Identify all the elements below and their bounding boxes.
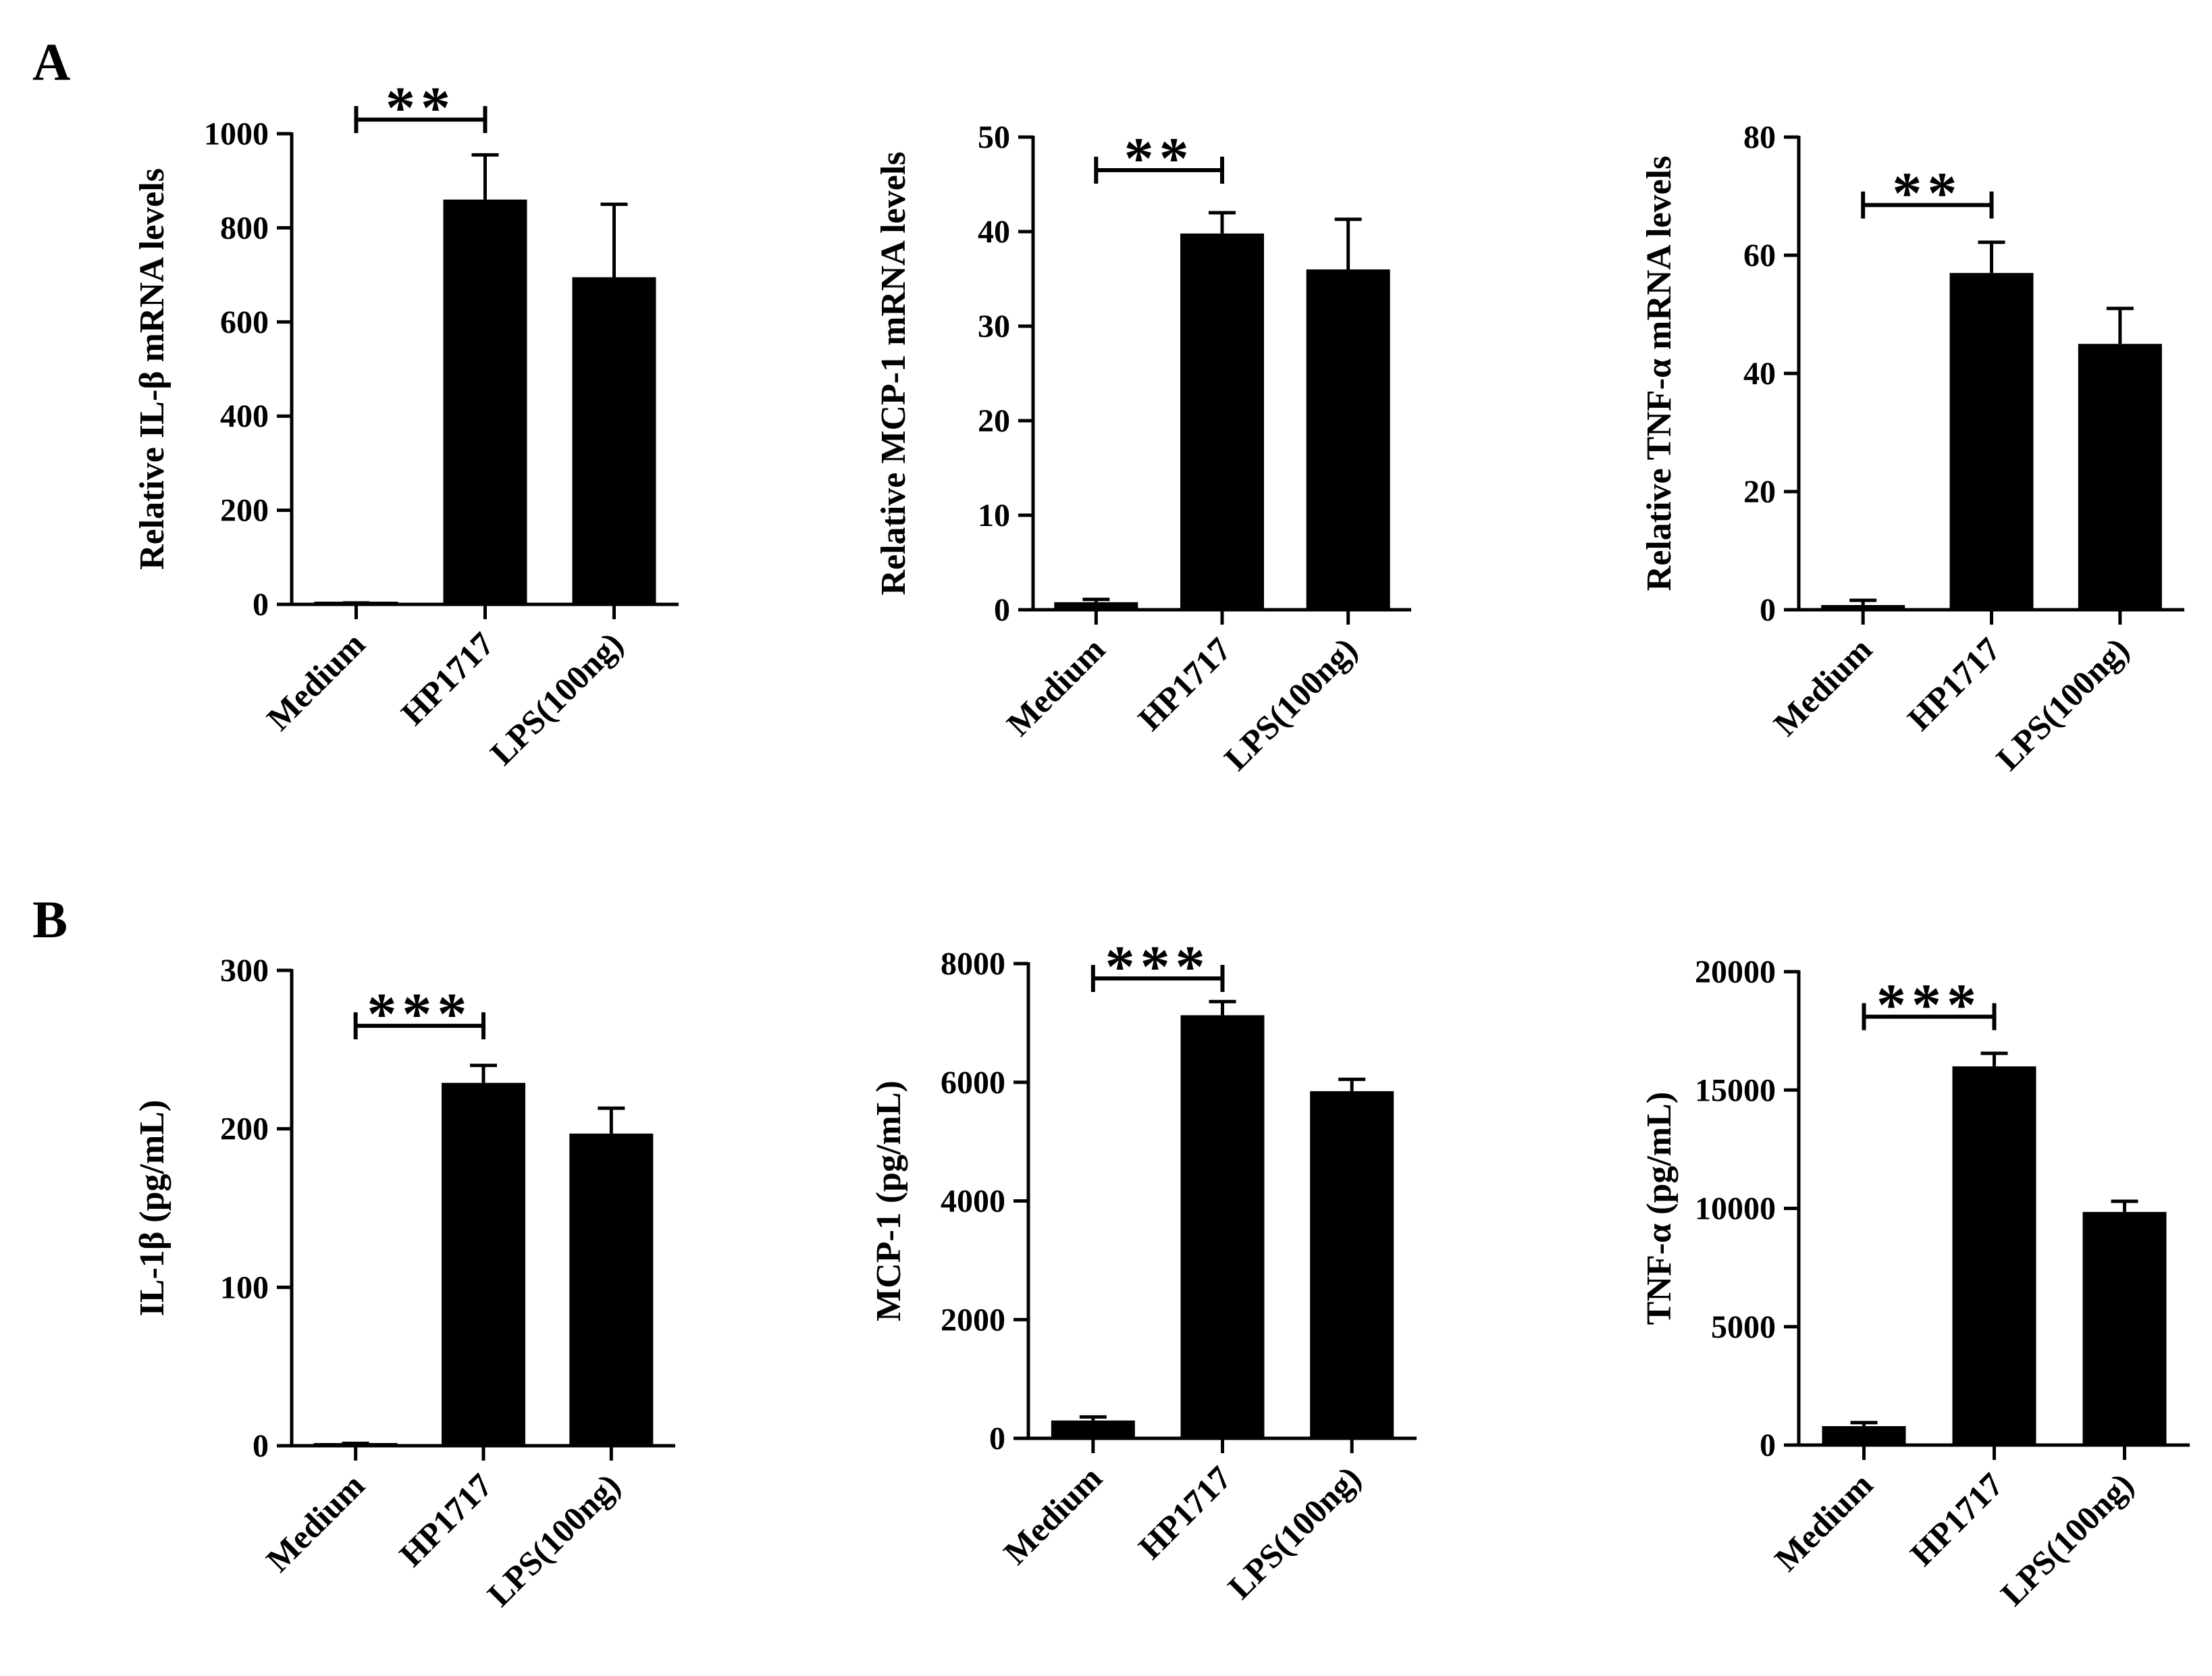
x-category-label: Medium bbox=[1767, 1465, 1880, 1578]
bar-hp1717 bbox=[1180, 1015, 1265, 1438]
y-tick-label: 800 bbox=[220, 210, 269, 246]
chart-a1: 0 200 400 600 800 1000 Relative IL-β mRNA leve… bbox=[133, 76, 679, 772]
significance-stars: ** bbox=[1124, 126, 1194, 192]
y-tick-label: 50 bbox=[978, 120, 1010, 155]
y-tick-label: 200 bbox=[220, 493, 269, 529]
y-tick-label: 8000 bbox=[941, 946, 1005, 982]
y-tick-label: 6000 bbox=[941, 1065, 1005, 1101]
chart-b1: 0 100 200 300 IL-1β (pg/mL) Medium HP1717LPS(1… bbox=[133, 953, 675, 1614]
significance-stars: ** bbox=[1892, 161, 1962, 227]
bar-medium bbox=[1821, 605, 1905, 610]
x-category-label: HP1717 bbox=[1900, 630, 2007, 737]
y-tick-label: 20 bbox=[978, 403, 1010, 439]
y-tick-label: 30 bbox=[978, 309, 1010, 344]
y-tick-label: 60 bbox=[1743, 238, 1776, 273]
significance-stars: ** bbox=[386, 76, 456, 141]
y-tick-label: 0 bbox=[994, 592, 1010, 628]
x-category-label: Medium bbox=[259, 1466, 371, 1579]
y-tick-label: 15000 bbox=[1695, 1072, 1776, 1108]
x-category-label: Medium bbox=[996, 1459, 1109, 1571]
y-tick-label: 0 bbox=[1760, 1428, 1776, 1463]
y-tick-label: 80 bbox=[1743, 120, 1776, 155]
x-category-label: LPS(100ng) bbox=[483, 625, 630, 772]
y-tick-label: 40 bbox=[1743, 356, 1776, 392]
y-tick-label: 20 bbox=[1743, 474, 1776, 510]
x-category-label: Medium bbox=[999, 630, 1112, 743]
bar-hp1717 bbox=[1952, 1066, 2036, 1445]
chart-b2: 0 2000 4000 6000 8000 MCP-1 (pg/mL) Medium HP17… bbox=[870, 935, 1417, 1606]
bar-medium bbox=[314, 602, 398, 604]
y-tick-label: 10 bbox=[978, 498, 1010, 533]
bar-lps-100ng bbox=[1310, 1091, 1394, 1438]
bar-hp1717 bbox=[1180, 233, 1264, 610]
y-axis-title: MCP-1 (pg/mL) bbox=[870, 1080, 908, 1321]
x-category-label: Medium bbox=[1766, 630, 1879, 743]
bar-hp1717 bbox=[1949, 273, 2034, 610]
x-category-label: HP1717 bbox=[1903, 1465, 2010, 1573]
y-axis-title: Relative IL-β mRNA levels bbox=[133, 168, 172, 570]
panel-label-b: B bbox=[32, 890, 68, 949]
bar-lps-100ng bbox=[569, 1133, 654, 1446]
chart-a2: 0 10 20 30 40 50 Relative MCP-1 mRNA levels Med… bbox=[874, 120, 1411, 778]
y-tick-label: 300 bbox=[220, 953, 269, 989]
x-category-label: LPS(100ng) bbox=[1217, 630, 1364, 777]
x-category-label: Medium bbox=[259, 625, 372, 737]
y-tick-label: 400 bbox=[220, 398, 269, 434]
y-axis-title: Relative MCP-1 mRNA levels bbox=[874, 151, 913, 595]
y-tick-label: 1000 bbox=[204, 116, 269, 152]
y-tick-label: 40 bbox=[978, 214, 1010, 250]
y-tick-label: 0 bbox=[253, 587, 269, 623]
y-axis-title: Relative TNF-α mRNA levels bbox=[1640, 156, 1679, 592]
x-category-label: HP1717 bbox=[392, 1466, 499, 1573]
bar-medium bbox=[1054, 602, 1138, 610]
x-category-label: HP1717 bbox=[394, 625, 501, 732]
x-category-label: LPS(100ng) bbox=[480, 1466, 627, 1613]
y-tick-label: 5000 bbox=[1711, 1309, 1776, 1345]
bar-lps-100ng bbox=[2082, 1211, 2167, 1445]
significance-stars: *** bbox=[1876, 973, 1982, 1039]
y-tick-label: 100 bbox=[220, 1269, 269, 1305]
chart-a3: 0 20 40 60 80 Relative TNF-α mRNA levels Mediu… bbox=[1640, 120, 2184, 778]
y-tick-label: 20000 bbox=[1695, 954, 1776, 990]
bar-medium bbox=[1051, 1420, 1135, 1438]
y-tick-label: 2000 bbox=[941, 1302, 1005, 1338]
y-tick-label: 600 bbox=[220, 305, 269, 340]
y-axis-title: TNF-α (pg/mL) bbox=[1640, 1092, 1679, 1325]
x-category-label: HP1717 bbox=[1130, 630, 1238, 737]
y-tick-label: 0 bbox=[989, 1421, 1005, 1457]
bar-lps-100ng bbox=[2078, 344, 2162, 610]
panel-label-a: A bbox=[32, 32, 70, 91]
bar-medium bbox=[313, 1443, 398, 1446]
y-tick-label: 4000 bbox=[941, 1184, 1005, 1220]
significance-stars: *** bbox=[367, 982, 472, 1047]
chart-b3: 0 5000 10000 15000 20000 TNF-α (pg/mL) Medium H… bbox=[1640, 954, 2190, 1613]
bar-lps-100ng bbox=[1306, 269, 1390, 610]
y-tick-label: 10000 bbox=[1695, 1191, 1776, 1227]
y-tick-label: 200 bbox=[220, 1111, 269, 1147]
x-category-label: LPS(100ng) bbox=[1993, 1465, 2140, 1613]
significance-stars: *** bbox=[1105, 935, 1211, 1000]
bar-medium bbox=[1822, 1425, 1906, 1445]
x-category-label: HP1717 bbox=[1131, 1459, 1238, 1566]
bar-hp1717 bbox=[442, 1082, 525, 1446]
y-tick-label: 0 bbox=[253, 1428, 269, 1464]
x-category-label: LPS(100ng) bbox=[1989, 630, 2136, 777]
y-tick-label: 0 bbox=[1760, 592, 1776, 628]
bar-lps-100ng bbox=[572, 277, 656, 604]
y-axis-title: IL-1β (pg/mL) bbox=[133, 1100, 172, 1317]
bar-hp1717 bbox=[443, 199, 527, 605]
x-category-label: LPS(100ng) bbox=[1221, 1459, 1368, 1606]
